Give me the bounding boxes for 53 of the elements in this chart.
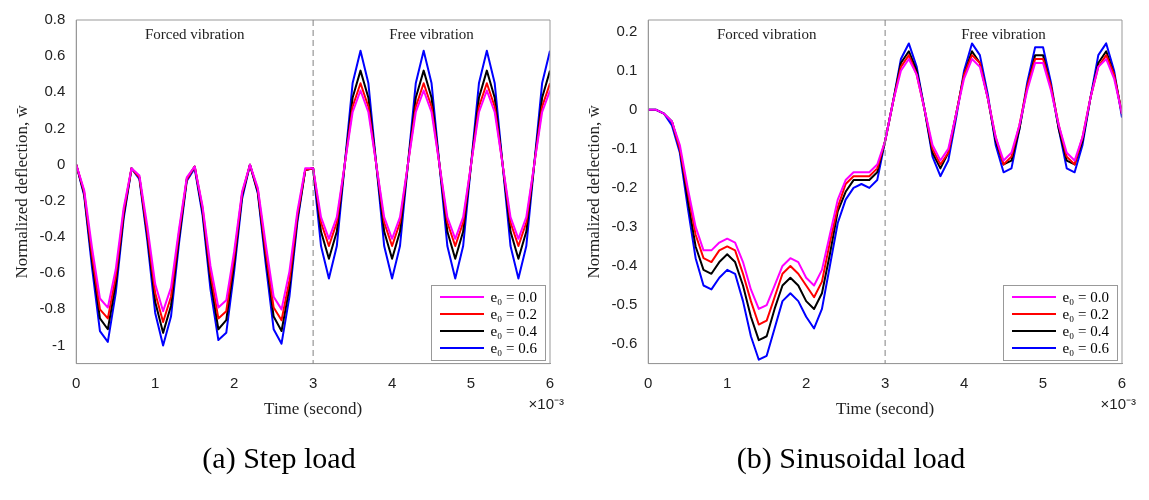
x-tick-label: 6 xyxy=(545,373,555,391)
y-tick-label: 0 xyxy=(56,154,66,172)
y-axis-title: Normalized deflection, w̄ xyxy=(11,104,31,279)
annotation: Forced vibration xyxy=(144,26,245,43)
y-tick-label: -0.6 xyxy=(611,334,638,352)
y-tick-label: 0.2 xyxy=(44,118,66,136)
x-tick-label: 2 xyxy=(801,373,811,391)
x-tick-label: 1 xyxy=(151,373,160,391)
x-axis-title: Time (second) xyxy=(264,399,363,419)
legend-label: e₀ = 0.6 xyxy=(490,339,537,357)
text: ×10⁻³ xyxy=(1100,395,1136,413)
annotation: Forced vibration xyxy=(716,26,817,43)
x-tick-label: 2 xyxy=(229,373,239,391)
legend-label: e₀ = 0.6 xyxy=(1062,339,1109,357)
x-tick-label: 4 xyxy=(959,373,969,391)
y-tick-label: 0.1 xyxy=(616,60,638,78)
y-tick-label: 0.4 xyxy=(44,82,66,100)
y-tick-label: 0.6 xyxy=(44,46,66,64)
x-tick-label: 5 xyxy=(1038,373,1048,391)
x-tick-label: 6 xyxy=(1117,373,1127,391)
annotation: Free vibration xyxy=(961,26,1047,43)
y-tick-label: 0.8 xyxy=(44,10,66,28)
y-tick-label: -0.1 xyxy=(611,138,638,156)
x-tick-label: 1 xyxy=(723,373,732,391)
legend-label: e₀ = 0.0 xyxy=(490,288,537,306)
y-tick-label: -0.6 xyxy=(39,263,66,281)
y-tick-label: 0 xyxy=(628,99,638,117)
text: ×10⁻³ xyxy=(528,395,564,413)
y-tick-label: -0.2 xyxy=(39,190,66,208)
y-tick-label: -0.4 xyxy=(611,256,638,274)
x-tick-label: 4 xyxy=(387,373,397,391)
legend-label: e₀ = 0.4 xyxy=(1062,322,1109,340)
x-tick-label: 3 xyxy=(880,373,890,391)
x-tick-label: 5 xyxy=(466,373,476,391)
x-tick-label: 0 xyxy=(72,373,81,391)
y-tick-label: -0.8 xyxy=(39,299,66,317)
x-axis-title: Time (second) xyxy=(836,399,935,419)
text: (a) Step load xyxy=(202,440,356,475)
y-tick-label: 0.2 xyxy=(616,21,638,39)
y-tick-label: -1 xyxy=(51,335,66,353)
y-tick-label: -0.4 xyxy=(39,227,66,245)
legend-label: e₀ = 0.2 xyxy=(490,305,537,323)
text: (b) Sinusoidal load xyxy=(736,440,966,475)
y-tick-label: -0.5 xyxy=(611,295,638,313)
y-tick-label: -0.2 xyxy=(611,178,638,196)
legend-label: e₀ = 0.2 xyxy=(1062,305,1109,323)
y-axis-title: Normalized deflection, w̄ xyxy=(583,104,603,279)
legend-label: e₀ = 0.0 xyxy=(1062,288,1109,306)
annotation: Free vibration xyxy=(389,26,475,43)
y-tick-label: -0.3 xyxy=(611,217,638,235)
x-tick-label: 0 xyxy=(644,373,653,391)
x-tick-label: 3 xyxy=(308,373,318,391)
legend-label: e₀ = 0.4 xyxy=(490,322,537,340)
